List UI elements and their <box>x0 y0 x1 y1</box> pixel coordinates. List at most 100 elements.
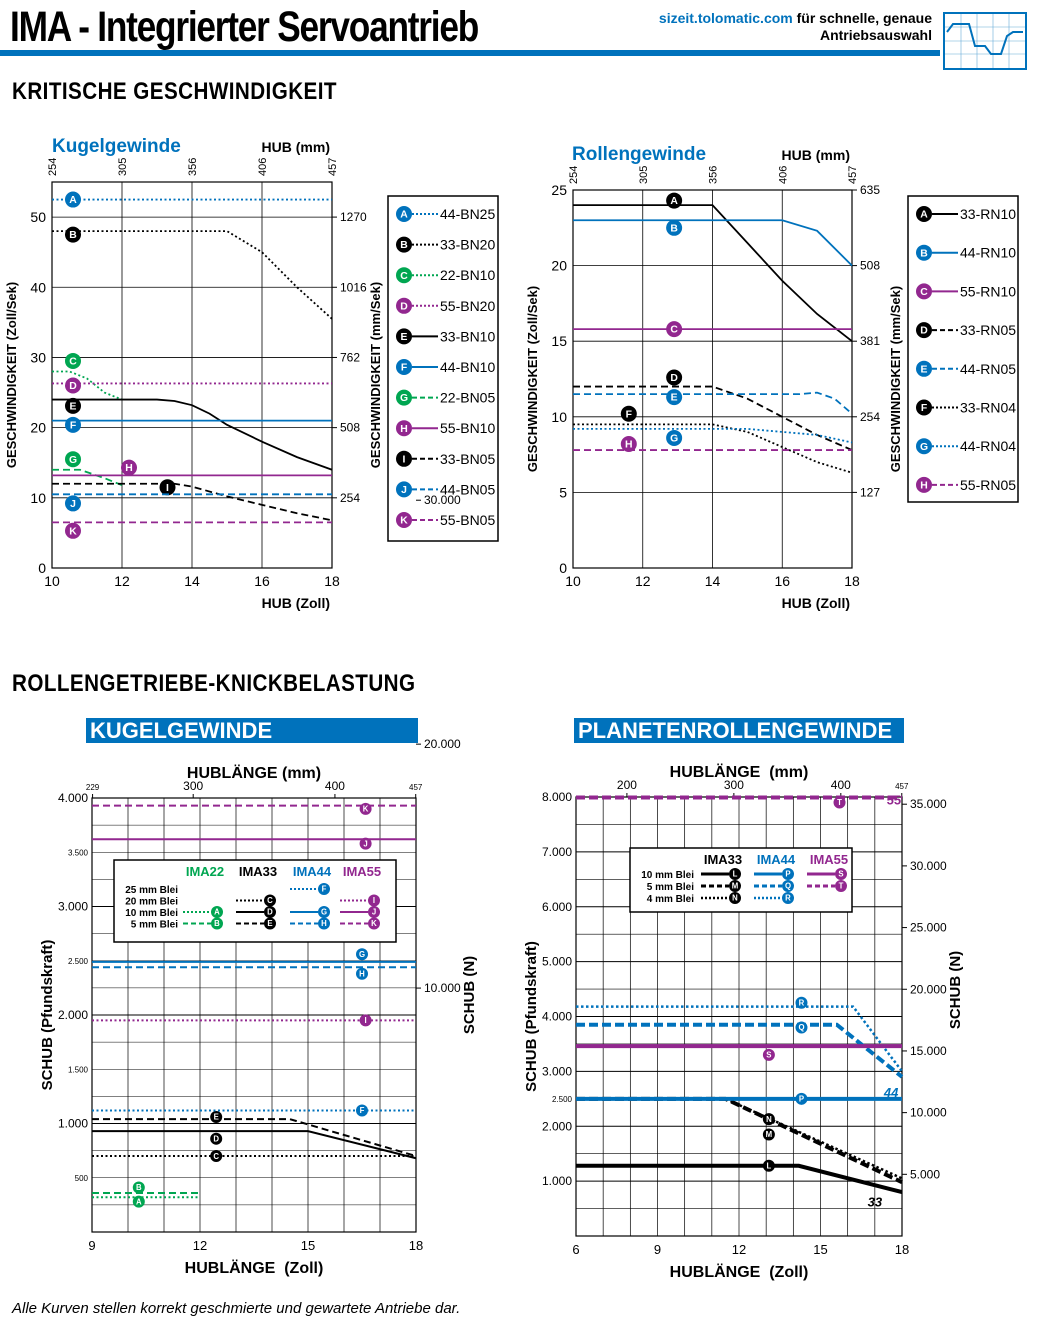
load_roller-xtick: 6 <box>572 1242 579 1257</box>
speed_roller-y2tick: 381 <box>860 334 880 348</box>
load_roller-legend-row: 4 mm Blei <box>647 894 694 905</box>
speed_ball-marker-I-label: I <box>166 483 169 494</box>
speed_ball-ytick: 10 <box>30 490 46 506</box>
load_roller-marker-P <box>795 1092 808 1105</box>
load_roller-ytick: 7.000 <box>542 845 572 859</box>
speed_roller-x2tick: 457 <box>847 166 859 184</box>
speed_roller-x2label: HUB (mm) <box>782 147 850 163</box>
page-title: IMA - Integrierter Servoantrieb <box>10 3 479 51</box>
load_ball-legend-marker-C <box>264 894 276 907</box>
load_roller-annot-55: 55 <box>887 793 901 808</box>
speed_ball-marker-K <box>65 522 81 539</box>
site-url-link[interactable]: sizeit.tolomatic.com <box>658 10 793 26</box>
speed_roller-legend-name-A: 33-RN10 <box>960 206 1016 222</box>
load_roller-legend-marker-P <box>782 868 794 880</box>
load_ball-legend-row: 20 mm Blei <box>125 897 178 908</box>
speed_roller-x2tick: 254 <box>568 166 580 184</box>
load_ball-marker-A <box>132 1195 145 1208</box>
load_roller-legend-marker-L <box>729 868 741 880</box>
title-rule <box>0 50 940 56</box>
speed_ball-x2tick: 406 <box>257 158 269 176</box>
load_ball-legend-marker-J-label: J <box>372 908 376 917</box>
load_roller-ytick-minor: 2.500 <box>552 1095 573 1104</box>
section-title-speed: KRITISCHE GESCHWINDIGKEIT <box>12 78 337 105</box>
load_ball-legend-marker-F <box>318 883 330 895</box>
speed_roller-ytick: 15 <box>551 333 567 349</box>
load_ball-series-D <box>92 1130 417 1160</box>
speed_ball-marker-J <box>65 495 81 512</box>
speed_ball-legend-marker-H-label: H <box>400 424 408 435</box>
speed_roller-frame <box>572 189 853 569</box>
speed_roller-legend-marker-D-label: D <box>920 326 928 337</box>
load_ball-x2tick: 400 <box>325 779 345 793</box>
load_roller-marker-N <box>762 1113 775 1126</box>
speed_ball-series-B <box>52 230 333 320</box>
speed_ball-ylabel: GESCHWINDIGKEIT (Zoll/Sek) <box>4 282 19 468</box>
load_roller-ytick: 1.000 <box>542 1174 572 1188</box>
load_roller-ytick: 6.000 <box>542 900 572 914</box>
speed_ball-legend-marker-E-label: E <box>401 332 408 343</box>
speed_ball-y2tick: 508 <box>340 421 360 435</box>
speed_ball-legend-marker-B <box>396 236 412 253</box>
load_ball-ytick-minor: 3.500 <box>68 848 89 857</box>
speed_roller-y2label: GESCHWINDIGKEIT (mm/Sek) <box>888 286 903 472</box>
speed_ball-legend-name-D: 55-BN20 <box>440 298 495 314</box>
load_roller-legend-row: 5 mm Blei <box>647 882 694 893</box>
load_ball-marker-D <box>210 1132 223 1145</box>
speed_ball-legend-marker-J-label: J <box>401 485 407 496</box>
speed_roller-marker-F <box>620 405 637 422</box>
load_ball-x2label: HUBLÄNGE (mm) <box>187 764 321 782</box>
speed_ball-legend-name-B: 33-BN20 <box>440 237 495 253</box>
speed_roller-marker-D <box>666 369 683 386</box>
speed_ball-xtick: 12 <box>114 573 130 589</box>
load_ball-y2tick: 10.000 <box>424 981 461 995</box>
load_roller-xtick: 18 <box>895 1242 909 1257</box>
speed_ball-legend-name-G: 22-BN05 <box>440 390 495 406</box>
load_ball-series-E <box>92 1118 417 1158</box>
speed_ball-legend-marker-B-label: B <box>400 240 408 251</box>
load_roller-marker-M-label: M <box>766 1130 773 1139</box>
load_ball-marker-A-label: A <box>136 1197 142 1206</box>
load_roller-x2tick: 457 <box>895 782 909 791</box>
load_roller-legend-col-IMA33: IMA33 <box>704 852 742 867</box>
speed_roller-marker-C <box>666 321 683 338</box>
load_roller-y2tick: 25.000 <box>910 921 947 935</box>
load_roller-legend-marker-P-label: P <box>785 870 790 879</box>
speed_roller-series-B <box>573 219 853 267</box>
load_ball-marker-E-label: E <box>214 1113 219 1122</box>
load_roller-legend-marker-R-label: R <box>785 894 791 903</box>
load_ball-marker-J-label: J <box>363 839 367 848</box>
speed_ball-legend-marker-F <box>396 359 412 375</box>
speed_ball-marker-D <box>65 377 81 394</box>
load_roller-y2tick: 35.000 <box>910 797 947 811</box>
speed_ball-legend-name-K: 55-BN05 <box>440 512 495 528</box>
load_roller-legend-marker-M <box>729 880 741 892</box>
speed_ball-x2tick: 457 <box>327 158 339 176</box>
load_ball-legend-marker-J <box>368 906 380 918</box>
speed_ball-y2tick: 1016 <box>340 280 367 294</box>
speed_ball-ytick: 0 <box>38 560 46 576</box>
load_roller-series-Q <box>576 1022 904 1079</box>
load_roller-legend-marker-Q-label: Q <box>785 882 791 891</box>
speed_ball-legend-marker-K-label: K <box>400 516 408 527</box>
load_roller-marker-M <box>762 1128 775 1141</box>
load_ball-legend-marker-G <box>318 906 330 918</box>
speed_roller-legend-marker-G <box>916 438 932 455</box>
speed_roller-marker-G-label: G <box>670 434 678 445</box>
speed_ball-legend-marker-G-label: G <box>400 393 408 404</box>
speed_roller-legend-marker-F-label: F <box>921 403 927 414</box>
load_ball-marker-H <box>356 967 368 980</box>
speed_roller-y2tick: 508 <box>860 259 880 273</box>
speed_roller-marker-A-label: A <box>670 196 678 207</box>
load_ball-ytick-minor: 2.500 <box>68 957 89 966</box>
load_roller-legend-marker-T-label: T <box>839 882 844 891</box>
speed_ball-x2tick: 254 <box>47 158 59 176</box>
speed_roller-marker-B <box>666 219 683 236</box>
speed_ball-marker-F <box>65 416 81 433</box>
load_roller-y2tick: 10.000 <box>910 1106 947 1120</box>
speed_roller-legend-marker-F <box>916 399 932 416</box>
speed_roller-legend-name-C: 55-RN10 <box>960 283 1016 299</box>
load_roller-y2label: SCHUB (N) <box>947 951 964 1029</box>
speed_ball-marker-B <box>65 226 81 243</box>
